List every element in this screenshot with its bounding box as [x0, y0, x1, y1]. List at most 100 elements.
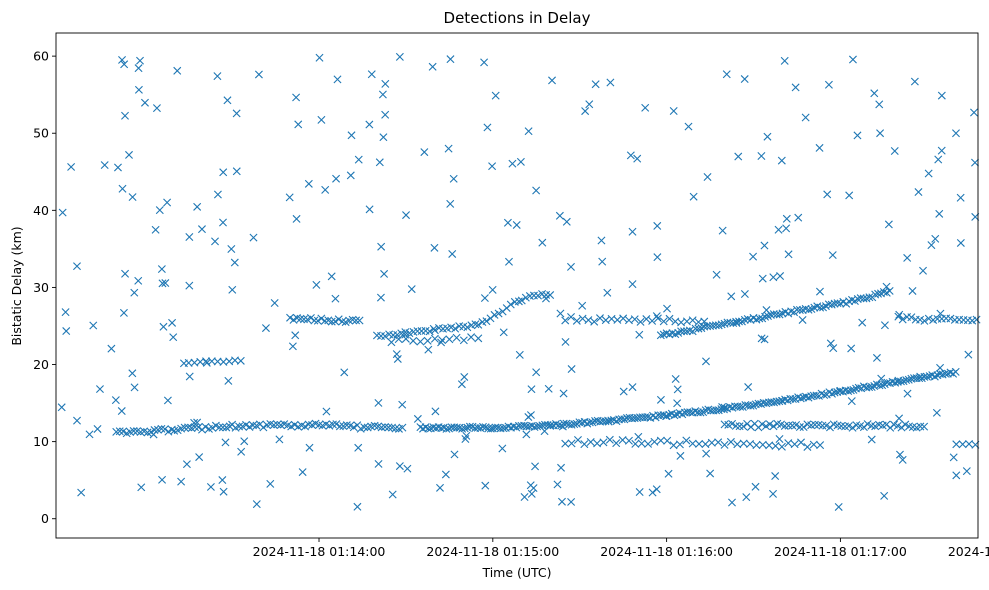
data-point — [512, 220, 521, 229]
data-point — [474, 334, 483, 343]
data-point — [728, 419, 737, 428]
x-tick-label: 2024-11-18 01:17:00 — [774, 544, 907, 559]
data-point — [662, 329, 671, 338]
data-point — [740, 75, 749, 84]
data-point — [613, 315, 622, 324]
data-point — [149, 430, 158, 439]
data-point — [867, 383, 876, 392]
data-point — [202, 358, 211, 367]
data-point — [688, 439, 697, 448]
data-point — [168, 318, 177, 327]
data-point — [128, 369, 137, 378]
data-point — [784, 250, 793, 259]
data-point — [395, 462, 404, 471]
data-point — [211, 237, 219, 246]
data-point — [920, 316, 929, 325]
data-point — [562, 217, 571, 226]
data-point — [228, 285, 237, 294]
data-point — [937, 91, 946, 100]
data-point — [897, 423, 906, 432]
data-point — [675, 440, 684, 449]
data-point — [656, 331, 665, 340]
data-point — [606, 78, 615, 87]
data-point — [340, 368, 349, 377]
data-point — [85, 430, 94, 439]
data-point — [952, 471, 961, 480]
data-point — [877, 374, 886, 383]
data-point — [249, 233, 258, 242]
data-point — [653, 314, 662, 323]
data-point — [907, 313, 916, 322]
data-point — [972, 315, 981, 324]
data-point — [567, 439, 576, 448]
data-point — [870, 89, 879, 98]
data-point — [381, 332, 390, 341]
data-point — [486, 424, 495, 433]
data-point — [190, 418, 199, 427]
data-point — [742, 493, 751, 502]
data-point — [365, 205, 374, 214]
data-point — [482, 317, 491, 326]
data-point — [499, 328, 508, 337]
data-point — [590, 317, 599, 326]
data-point — [834, 502, 843, 511]
data-point — [498, 444, 507, 453]
data-point — [254, 70, 263, 79]
data-point — [504, 257, 513, 266]
data-point — [618, 436, 627, 445]
data-point — [346, 171, 355, 180]
data-point — [653, 221, 662, 230]
data-point — [354, 443, 363, 452]
data-point — [430, 243, 439, 252]
data-point — [820, 391, 829, 399]
data-point — [457, 380, 466, 389]
data-point — [237, 447, 246, 456]
data-point — [585, 418, 594, 427]
data-point — [430, 334, 439, 343]
data-point — [670, 411, 679, 420]
data-point — [151, 225, 160, 234]
data-point — [269, 420, 278, 429]
data-point — [932, 408, 941, 417]
data-point — [381, 79, 390, 88]
data-point — [544, 384, 553, 393]
data-point — [635, 488, 644, 496]
y-tick-label: 0 — [41, 511, 49, 526]
data-point — [903, 389, 912, 398]
x-tick-label: 2024-11-18 01:16:00 — [600, 544, 733, 559]
data-point — [782, 214, 791, 223]
data-point — [182, 460, 191, 469]
data-point — [810, 420, 819, 429]
data-point — [824, 80, 833, 89]
data-point — [416, 337, 425, 346]
data-point — [736, 402, 745, 411]
data-point — [299, 315, 308, 324]
data-point — [270, 299, 279, 308]
data-point — [798, 315, 807, 324]
data-point — [949, 453, 958, 462]
data-point — [444, 144, 453, 153]
data-point — [488, 285, 497, 294]
data-point — [230, 258, 239, 267]
data-point — [95, 385, 104, 394]
data-point — [763, 132, 772, 141]
data-point — [573, 435, 582, 444]
y-tick-label: 20 — [33, 357, 49, 372]
data-point — [259, 423, 268, 432]
data-point — [561, 316, 570, 325]
data-point — [872, 353, 881, 362]
data-point — [384, 423, 393, 432]
data-point — [436, 483, 444, 492]
data-point — [637, 439, 646, 448]
data-point — [298, 468, 307, 477]
data-point — [809, 440, 818, 449]
data-point — [223, 96, 232, 105]
data-point — [62, 327, 71, 336]
data-point — [521, 293, 530, 302]
data-point — [310, 316, 319, 325]
data-point — [218, 476, 227, 485]
data-point — [235, 422, 244, 431]
data-point — [403, 464, 412, 473]
data-point — [665, 314, 674, 323]
data-point — [206, 482, 215, 491]
